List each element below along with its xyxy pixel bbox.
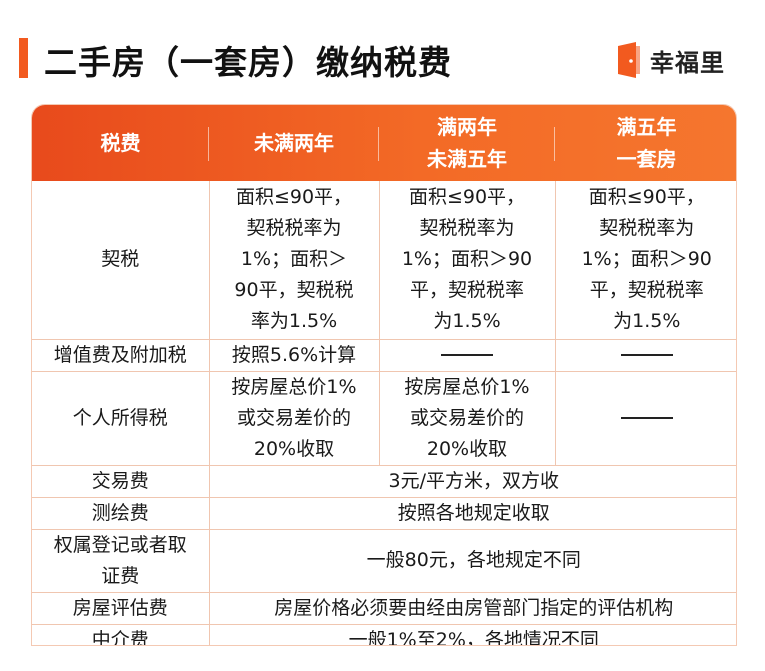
header-line: 一套房 [616,147,677,171]
row-label: 契税 [32,181,210,340]
cell-line: 为1.5% [433,310,501,333]
header-divider [378,127,379,161]
brand-logo-icon [616,42,642,78]
cell-line: 为1.5% [613,310,681,333]
brand: 幸福里 [616,40,725,80]
table-cell: 房屋价格必须要由经由房管部门指定的评估机构 [209,592,736,625]
table-cell [379,339,556,372]
table-cell: 面积≤90平， 契税税率为 1%；面积＞90 平，契税税率 为1.5% [555,181,736,340]
row-label: 增值费及附加税 [32,339,210,372]
tax-table: 税费 未满两年 满两年 未满五年 满五年 一套房 [31,104,737,646]
cell-line: 面积≤90平， [235,186,353,209]
cell-line: 契税税率为 [419,217,515,240]
table-cell [555,339,736,372]
table-row-survey-fee: 测绘费 按照各地规定收取 [32,497,736,530]
dash-placeholder [620,417,673,419]
cell-line: 率为1.5% [250,310,338,333]
table-cell: 按照5.6%计算 [209,339,380,372]
title-accent-bar [19,38,28,78]
table-cell: 面积≤90平， 契税税率为 1%；面积＞ 90平，契税税 率为1.5% [209,181,380,340]
row-label: 交易费 [32,465,210,498]
header-line: 满两年 [437,115,497,139]
cell-line: 20%收取 [426,437,508,460]
cell-line: 契税税率为 [599,217,695,240]
cell-line: 平，契税税率 [409,279,524,302]
brand-name: 幸福里 [650,48,725,77]
table-cell: 一般1%至2%，各地情况不同 [209,624,736,645]
row-label: 中介费 [32,624,210,645]
table-row-income-tax: 个人所得税 按房屋总价1% 或交易差价的 20%收取 按房屋总价1% 或交易差价… [32,371,736,466]
table-row-deed-tax: 契税 面积≤90平， 契税税率为 1%；面积＞ 90平，契税税 率为1.5% 面… [32,181,736,340]
table-cell: 按照各地规定收取 [209,497,736,530]
table-cell: 3元/平方米，双方收 [209,465,736,498]
header-over-five-years: 满五年 一套房 [555,105,736,181]
header-two-to-five-years: 满两年 未满五年 [379,105,555,181]
cell-line: 契税税率为 [246,217,342,240]
cell-line: 1%；面积＞90 [401,248,533,271]
header-line: 满五年 [616,115,677,139]
cell-line: 1%；面积＞ [240,248,348,271]
cell-line: 或交易差价的 [409,406,524,429]
cell-line: 20%收取 [253,437,335,460]
table-row-agency-fee: 中介费 一般1%至2%，各地情况不同 [32,624,736,645]
table-row-vat: 增值费及附加税 按照5.6%计算 [32,339,736,372]
cell-line: 90平，契税税 [234,279,354,302]
table-row-transaction-fee: 交易费 3元/平方米，双方收 [32,465,736,498]
header-line: 未满两年 [254,131,334,155]
header-tax-item: 税费 [32,105,209,181]
header-line: 税费 [100,131,141,155]
table-cell: 一般80元，各地规定不同 [209,529,736,593]
row-label: 测绘费 [32,497,210,530]
label-line: 权属登记或者取 [53,533,187,556]
header-divider [208,127,209,161]
label-line: 证费 [101,564,140,587]
header-line: 未满五年 [427,147,507,171]
cell-line: 平，契税税率 [589,279,704,302]
cell-line: 或交易差价的 [236,406,351,429]
header-divider [554,127,555,161]
row-label: 个人所得税 [32,371,210,466]
table-row-title-fee: 权属登记或者取 证费 一般80元，各地规定不同 [32,529,736,593]
dash-placeholder [441,354,493,356]
dash-placeholder [620,354,673,356]
table-cell: 面积≤90平， 契税税率为 1%；面积＞90 平，契税税率 为1.5% [379,181,556,340]
header-under-two-years: 未满两年 [209,105,379,181]
table-cell [555,371,736,466]
page-header: 二手房（一套房）缴纳税费 幸福里 [0,0,765,100]
cell-line: 按房屋总价1% [231,375,357,398]
cell-line: 面积≤90平， [408,186,526,209]
row-label: 权属登记或者取 证费 [32,529,210,593]
page-title: 二手房（一套房）缴纳税费 [44,43,452,82]
table-row-appraisal-fee: 房屋评估费 房屋价格必须要由经由房管部门指定的评估机构 [32,592,736,625]
table-cell: 按房屋总价1% 或交易差价的 20%收取 [379,371,556,466]
row-label: 房屋评估费 [32,592,210,625]
cell-line: 面积≤90平， [588,186,705,209]
cell-line: 1%；面积＞90 [581,248,712,271]
table-header-row: 税费 未满两年 满两年 未满五年 满五年 一套房 [32,105,736,181]
cell-line: 按房屋总价1% [404,375,530,398]
table-cell: 按房屋总价1% 或交易差价的 20%收取 [209,371,380,466]
